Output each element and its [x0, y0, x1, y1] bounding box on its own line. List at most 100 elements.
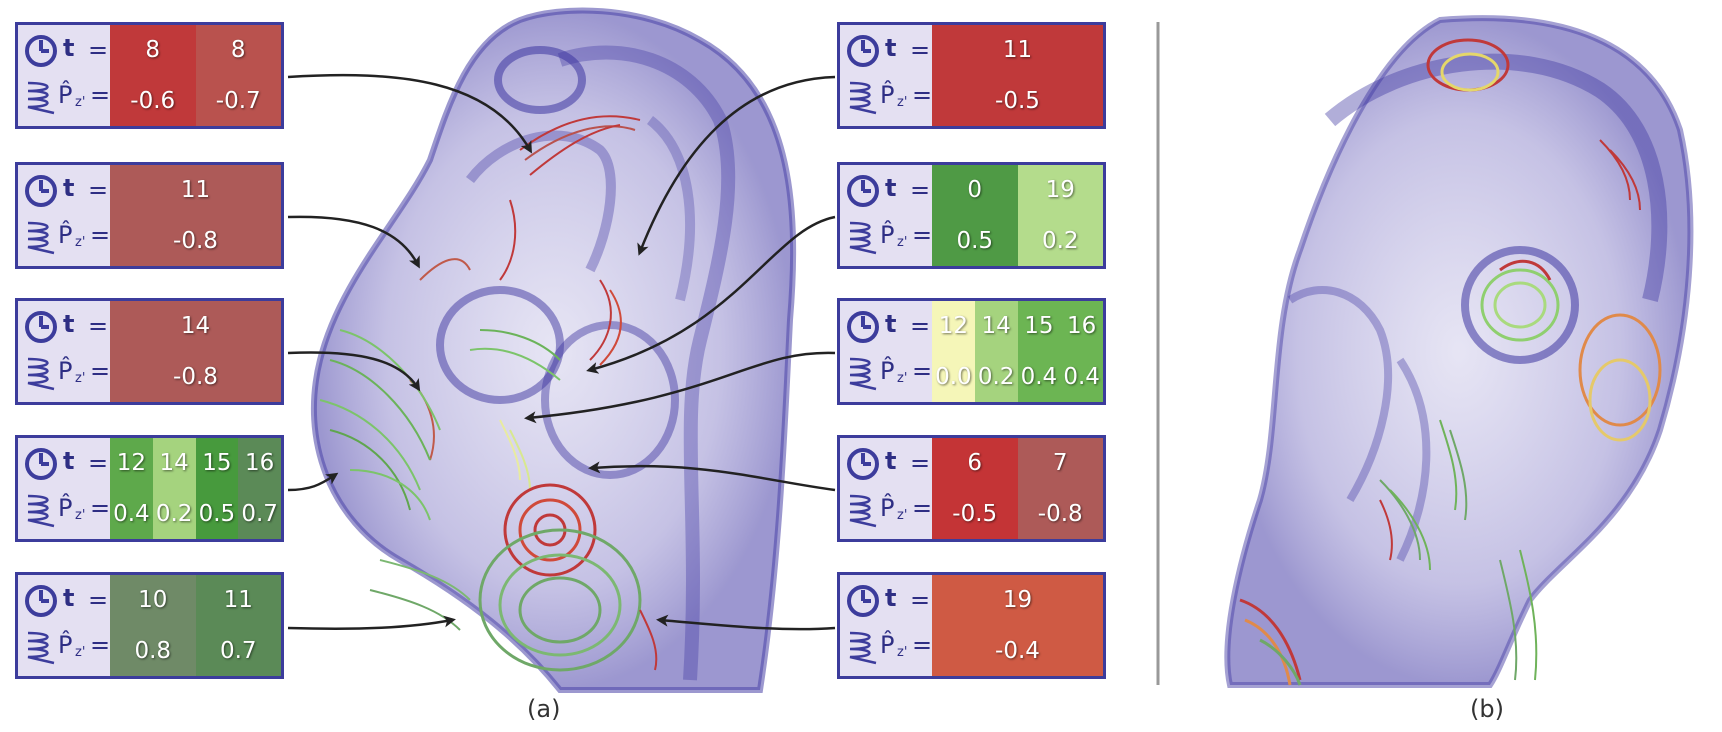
clock-icon — [25, 311, 57, 343]
time-equals: = — [88, 176, 109, 204]
clock-icon — [25, 585, 57, 617]
time-value: 16 — [244, 450, 275, 477]
annotation-box-right-2: t = P̂ z' = 0 0.5 19 0.2 — [837, 162, 1106, 269]
value-cell: 14 0.2 — [974, 301, 1018, 402]
annotation-box-right-3: t = P̂ z' = 12 0.0 14 0.2 15 0.4 16 0.4 — [837, 298, 1106, 405]
pressure-label: P̂ — [58, 631, 73, 659]
time-equals: = — [88, 586, 109, 614]
pressure-subscript: z' — [75, 95, 86, 110]
pressure-value: 0.5 — [198, 500, 236, 527]
annotation-box-left-2: t = P̂ z' = 11 -0.8 — [15, 162, 284, 269]
value-cell: 6 -0.5 — [932, 438, 1018, 539]
annotation-box-left-1: t = P̂ z' = 8 -0.6 8 -0.7 — [15, 22, 284, 129]
pressure-value: 0.2 — [1041, 227, 1079, 254]
value-cells: 11 -0.5 — [932, 25, 1103, 126]
pressure-equals: = — [90, 631, 111, 659]
caption-b: (b) — [1470, 695, 1504, 723]
pressure-subscript: z' — [75, 371, 86, 386]
value-cell: 7 -0.8 — [1017, 438, 1103, 539]
pressure-equals: = — [912, 357, 933, 385]
clock-icon — [25, 448, 57, 480]
annotation-box-left-4: t = P̂ z' = 12 0.4 14 0.2 15 0.5 16 0.7 — [15, 435, 284, 542]
value-cells: 6 -0.5 7 -0.8 — [932, 438, 1103, 539]
streamlines-b — [1239, 38, 1662, 686]
time-label: t — [63, 174, 75, 202]
value-cells: 12 0.0 14 0.2 15 0.4 16 0.4 — [932, 301, 1103, 402]
arrow-left-5 — [287, 615, 456, 630]
value-cell: 19 0.2 — [1017, 165, 1103, 266]
time-value: 8 — [230, 37, 246, 64]
arrow-left-3 — [287, 351, 421, 392]
clock-icon — [847, 311, 879, 343]
time-value: 14 — [180, 313, 211, 340]
pressure-value: 0.0 — [935, 363, 972, 390]
value-cell: 14 -0.8 — [110, 301, 281, 402]
time-value: 16 — [1066, 313, 1097, 340]
annotation-box-left-5: t = P̂ z' = 10 0.8 11 0.7 — [15, 572, 284, 679]
time-label: t — [885, 174, 897, 202]
annotation-box-right-1: t = P̂ z' = 11 -0.5 — [837, 22, 1106, 129]
value-cell: 11 0.7 — [195, 575, 281, 676]
annotation-box-right-5: t = P̂ z' = 19 -0.4 — [837, 572, 1106, 679]
time-value: 15 — [202, 450, 232, 477]
time-equals: = — [910, 176, 931, 204]
value-cells: 11 -0.8 — [110, 165, 281, 266]
time-label: t — [63, 447, 75, 475]
time-value: 10 — [138, 587, 168, 614]
time-value: 8 — [145, 37, 161, 64]
helix-icon — [27, 357, 55, 391]
pressure-subscript: z' — [75, 235, 86, 250]
pressure-label: P̂ — [880, 81, 895, 109]
pressure-value: -0.8 — [173, 363, 218, 390]
clock-icon — [847, 175, 879, 207]
pressure-label: P̂ — [58, 81, 73, 109]
clock-icon — [847, 448, 879, 480]
value-cells: 0 0.5 19 0.2 — [932, 165, 1103, 266]
time-value: 12 — [116, 450, 147, 477]
arrow-right-4 — [588, 461, 836, 492]
pressure-label: P̂ — [880, 357, 895, 385]
helix-icon — [849, 494, 877, 528]
helix-icon — [27, 494, 55, 528]
time-equals: = — [910, 36, 931, 64]
value-cells: 12 0.4 14 0.2 15 0.5 16 0.7 — [110, 438, 281, 539]
pressure-subscript: z' — [897, 371, 908, 386]
pressure-label: P̂ — [880, 631, 895, 659]
pressure-subscript: z' — [75, 645, 86, 660]
helix-icon — [27, 631, 55, 665]
pressure-subscript: z' — [897, 508, 908, 523]
pressure-value: -0.4 — [995, 637, 1040, 664]
pressure-value: -0.6 — [130, 87, 176, 114]
pressure-subscript: z' — [897, 95, 908, 110]
time-label: t — [63, 34, 75, 62]
arrow-left-2 — [287, 215, 420, 269]
pressure-equals: = — [90, 221, 111, 249]
pressure-label: P̂ — [58, 221, 73, 249]
time-equals: = — [910, 449, 931, 477]
helix-icon — [849, 81, 877, 115]
pressure-subscript: z' — [897, 235, 908, 250]
pressure-value: 0.4 — [1063, 363, 1100, 390]
pressure-equals: = — [912, 221, 933, 249]
time-label: t — [885, 34, 897, 62]
pressure-value: -0.7 — [215, 87, 261, 114]
pressure-value: -0.5 — [995, 87, 1040, 114]
time-value: 19 — [1002, 587, 1033, 614]
value-cells: 10 0.8 11 0.7 — [110, 575, 281, 676]
legend: t = P̂ z' = — [18, 438, 110, 539]
time-label: t — [885, 447, 897, 475]
pressure-equals: = — [912, 81, 933, 109]
pressure-value: 0.4 — [113, 500, 150, 527]
time-value: 14 — [159, 450, 189, 477]
arrow-left-4 — [287, 472, 339, 492]
legend: t = P̂ z' = — [18, 575, 110, 676]
time-equals: = — [88, 449, 109, 477]
legend: t = P̂ z' = — [840, 575, 932, 676]
annotation-box-right-4: t = P̂ z' = 6 -0.5 7 -0.8 — [837, 435, 1106, 542]
pressure-label: P̂ — [58, 357, 73, 385]
clock-icon — [847, 585, 879, 617]
clock-icon — [847, 35, 879, 67]
time-equals: = — [910, 586, 931, 614]
value-cell: 15 0.4 — [1017, 301, 1061, 402]
value-cell: 15 0.5 — [195, 438, 239, 539]
